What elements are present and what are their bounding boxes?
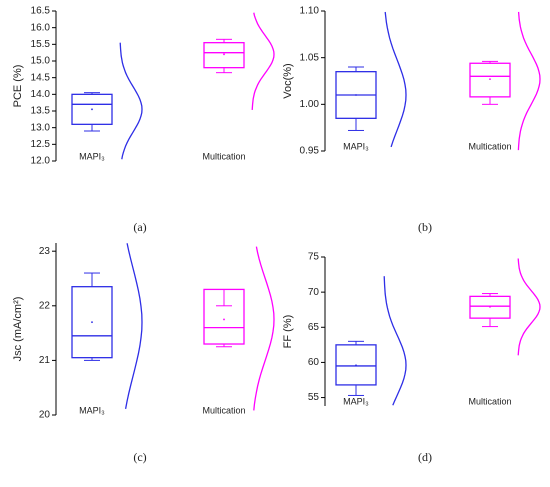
box [335,344,377,386]
box [71,286,113,359]
x-category-label: Multication [468,396,511,406]
y-tick-label: 14.5 [31,72,51,83]
box [203,42,245,69]
x-category-label: MAPI₃ [79,405,105,415]
y-tick-label: 20 [39,410,51,421]
x-category-label: MAPI₃ [79,151,105,161]
y-tick-label: 13.5 [31,106,51,117]
panel-label: (d) [418,450,432,464]
y-axis-label: FF (%) [282,315,294,349]
y-tick-label: 0.95 [300,146,320,157]
distribution-curve [383,276,407,406]
y-tick-label: 65 [308,322,320,333]
mean [355,364,357,367]
y-axis-label: Jsc (mA/cm²) [12,297,24,362]
distribution-curve [384,11,407,148]
y-tick-label: 12.5 [31,139,51,150]
y-tick-label: 16.5 [31,6,51,17]
x-category-label: Multication [468,141,511,151]
y-tick-label: 75 [308,252,320,263]
x-category-label: MAPI₃ [343,396,369,406]
y-tick-label: 12.0 [31,156,51,167]
distribution-curve [253,246,275,411]
y-tick-label: 1.00 [300,99,320,110]
mean [355,94,357,96]
y-tick-label: 13.0 [31,122,51,133]
distribution-curve [124,243,143,410]
mean [91,108,93,111]
mean [489,78,491,81]
mean [489,306,491,308]
distribution-curve [251,12,275,110]
y-tick-label: 1.10 [300,6,320,17]
y-tick-label: 55 [308,392,320,403]
panel-label: (c) [133,450,146,464]
y-tick-label: 16.0 [31,22,51,33]
distribution-curve [517,258,541,356]
panel-label: (a) [133,220,146,234]
y-tick-label: 23 [39,246,51,257]
y-axis-label: Voc(%) [282,63,294,98]
y-tick-label: 15.0 [31,56,51,67]
y-tick-label: 60 [308,357,320,368]
y-tick-label: 22 [39,300,51,311]
box [469,295,511,319]
y-axis-label: PCE (%) [12,65,24,108]
y-tick-label: 14.0 [31,89,51,100]
y-tick-label: 15.5 [31,39,51,50]
y-tick-label: 1.05 [300,52,320,63]
x-category-label: MAPI₃ [343,141,369,151]
x-category-label: Multication [202,405,245,415]
y-tick-label: 70 [308,287,320,298]
mean [223,53,225,56]
panel-label: (b) [418,220,432,234]
box [203,288,245,345]
mean [223,318,225,321]
distribution-curve [517,11,541,151]
mean [91,321,93,324]
distribution-curve [119,42,143,160]
box [469,62,511,98]
x-category-label: Multication [202,151,245,161]
y-tick-label: 21 [39,355,51,366]
box [71,93,113,125]
